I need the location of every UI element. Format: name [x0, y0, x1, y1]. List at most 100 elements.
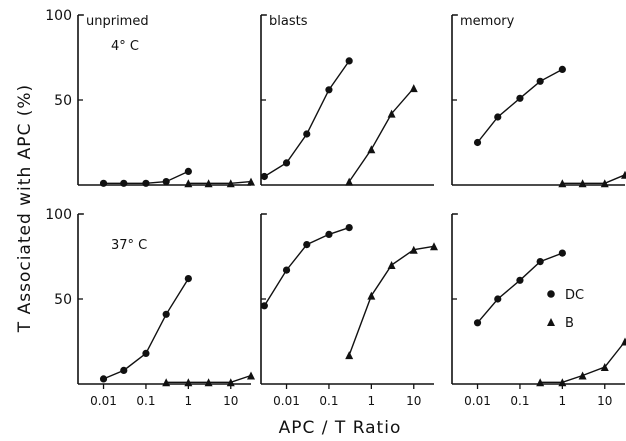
legend-marker-dc	[547, 290, 555, 298]
legend-marker-b	[547, 318, 555, 326]
panel-1-0: 50 100 0.01 0.1 1 10 37° C	[45, 207, 255, 408]
data-point-dc	[536, 258, 544, 266]
data-point-b	[204, 378, 213, 387]
data-point-dc	[516, 276, 524, 284]
data-point-dc	[162, 310, 170, 318]
data-point-dc	[99, 179, 108, 187]
series-line-b	[562, 174, 626, 185]
x-axis-title: APC / T Ratio	[279, 418, 402, 438]
data-point-b	[578, 179, 587, 188]
panel-0-1: blasts	[260, 14, 434, 186]
data-point-b	[345, 351, 354, 360]
x-tick-label: 0.1	[136, 394, 155, 408]
x-tick-label: 1	[185, 394, 193, 408]
data-point-dc	[345, 224, 353, 232]
temperature-label: 37° C	[111, 238, 147, 253]
data-point-b	[247, 177, 255, 186]
legend: DC B	[547, 288, 584, 331]
y-tick-label: 50	[54, 292, 72, 308]
data-point-b	[184, 179, 193, 188]
data-point-dc	[142, 179, 150, 187]
panel-1-2: 0.01 0.1 1 10 DC B	[451, 213, 626, 408]
data-point-b	[226, 179, 235, 188]
data-point-b	[430, 242, 438, 251]
legend-label-dc: DC	[565, 288, 584, 303]
data-point-dc	[142, 349, 150, 357]
series-line-dc	[103, 278, 189, 380]
data-point-dc	[536, 77, 544, 85]
data-point-dc	[473, 319, 482, 327]
data-point-dc	[558, 65, 566, 73]
data-point-dc	[184, 167, 192, 175]
data-point-b	[162, 378, 171, 387]
data-point-dc	[473, 138, 482, 147]
x-tick-label: 0.01	[464, 394, 491, 408]
data-point-b	[558, 179, 567, 188]
data-point-b	[621, 337, 626, 346]
series-line-b	[188, 180, 252, 185]
data-point-b	[387, 261, 396, 269]
data-point-dc	[162, 178, 170, 186]
x-tick-label: 0.1	[510, 394, 529, 408]
panel-0-2: memory	[451, 14, 626, 188]
data-point-b	[621, 170, 626, 179]
data-point-dc	[325, 230, 333, 238]
data-point-dc	[494, 113, 502, 121]
data-point-b	[600, 179, 609, 188]
data-point-dc	[120, 179, 128, 187]
series-line-b	[348, 87, 415, 182]
series-line-dc	[476, 252, 563, 324]
y-tick-label: 100	[45, 207, 72, 223]
y-tick-label: 50	[54, 93, 72, 109]
data-point-b	[387, 109, 396, 118]
panel-title: memory	[460, 14, 515, 29]
y-axis-title: T Associated with APC (%)	[15, 84, 35, 333]
data-point-dc	[494, 295, 502, 303]
x-tick-label: 0.1	[319, 394, 338, 408]
series-line-dc	[263, 226, 350, 307]
data-point-b	[367, 291, 376, 300]
data-point-b	[558, 378, 567, 387]
x-tick-label: 0.01	[273, 394, 300, 408]
x-tick-label: 1	[368, 394, 376, 408]
series-line-dc	[264, 60, 350, 178]
data-point-b	[600, 363, 609, 371]
x-tick-label: 1	[559, 394, 567, 408]
x-tick-label: 10	[406, 394, 421, 408]
temperature-label: 4° C	[111, 39, 139, 54]
panel-title: blasts	[269, 14, 308, 29]
panel-1-1: 0.01 0.1 1 10	[260, 213, 438, 408]
data-point-dc	[345, 57, 353, 65]
data-point-dc	[260, 172, 268, 181]
x-tick-label: 10	[597, 394, 612, 408]
data-point-dc	[325, 86, 333, 94]
data-point-b	[204, 179, 213, 188]
panel-0-0: 50 100 unprimed 4° C	[45, 8, 255, 188]
data-point-b	[226, 378, 235, 387]
data-point-b	[578, 371, 587, 380]
x-tick-label: 0.01	[90, 394, 117, 408]
data-point-b	[345, 177, 354, 186]
data-point-dc	[282, 159, 291, 167]
data-point-dc	[282, 266, 291, 274]
series-line-dc	[476, 68, 563, 143]
x-tick-label: 10	[223, 394, 238, 408]
y-tick-label: 100	[45, 8, 72, 24]
data-point-dc	[260, 302, 268, 310]
data-point-dc	[558, 249, 566, 257]
data-point-b	[536, 378, 545, 387]
panel-title: unprimed	[86, 14, 149, 29]
data-point-dc	[99, 375, 108, 383]
data-point-b	[367, 145, 376, 154]
data-point-dc	[120, 366, 128, 374]
data-point-dc	[303, 130, 311, 138]
data-point-dc	[184, 275, 192, 283]
data-point-b	[247, 371, 255, 380]
data-point-dc	[516, 94, 524, 102]
data-point-b	[184, 378, 193, 387]
data-point-b	[409, 245, 418, 254]
legend-label-b: B	[565, 316, 574, 331]
data-point-dc	[303, 241, 311, 249]
